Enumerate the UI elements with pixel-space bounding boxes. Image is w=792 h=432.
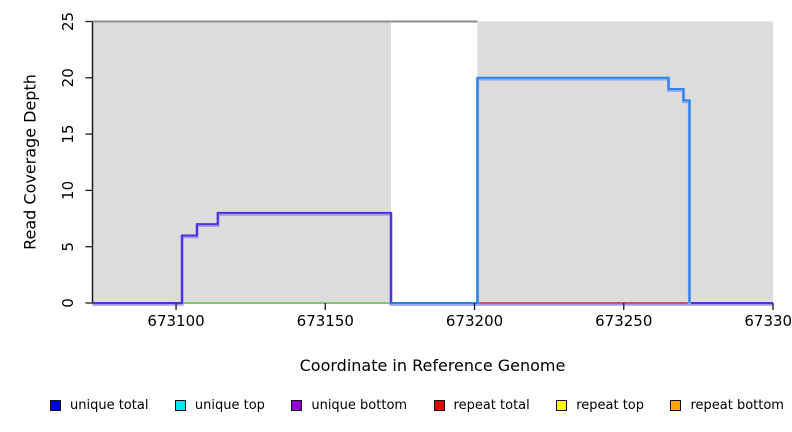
repeat-top-swatch-icon bbox=[556, 400, 568, 411]
x-axis-title: Coordinate in Reference Genome bbox=[299, 356, 566, 375]
legend-item-repeat-bottom: repeat bottom bbox=[670, 398, 784, 413]
y-tick-label: 20 bbox=[59, 68, 77, 87]
y-tick-label: 10 bbox=[59, 181, 77, 200]
legend-label: unique bottom bbox=[311, 398, 408, 413]
legend-label: unique total bbox=[70, 398, 149, 413]
series-unique-total bbox=[390, 76, 691, 304]
legend-label: unique top bbox=[194, 398, 265, 413]
legend-label: repeat bottom bbox=[690, 398, 784, 413]
shaded-region bbox=[477, 21, 773, 303]
unique-total-swatch-icon bbox=[50, 400, 61, 411]
shaded-region bbox=[92, 21, 391, 303]
legend-item-repeat-total: repeat total bbox=[433, 398, 530, 413]
legend-item-unique-top: unique top bbox=[174, 398, 265, 413]
y-tick-label: 5 bbox=[59, 242, 77, 252]
series-unique-bottom bbox=[92, 211, 773, 304]
y-tick-label: 0 bbox=[59, 298, 77, 308]
x-tick-label: 673250 bbox=[595, 312, 652, 330]
unique-bottom-swatch-icon bbox=[291, 400, 303, 411]
y-axis-title: Read Coverage Depth bbox=[20, 74, 40, 250]
legend-label: repeat total bbox=[453, 398, 530, 413]
x-tick-label: 673200 bbox=[446, 312, 503, 330]
repeat-bottom-swatch-icon bbox=[670, 400, 682, 411]
y-tick-label: 25 bbox=[59, 12, 77, 31]
repeat-total-swatch-icon bbox=[433, 400, 445, 411]
legend-item-unique-total: unique total bbox=[50, 398, 148, 413]
legend-item-unique-bottom: unique bottom bbox=[291, 398, 407, 413]
unique-top-swatch-icon bbox=[174, 400, 186, 411]
legend: unique total unique top unique bottom re… bbox=[50, 398, 784, 413]
x-tick-label: 673150 bbox=[297, 312, 354, 330]
x-tick-label: 673100 bbox=[147, 312, 204, 330]
legend-label: repeat top bbox=[576, 398, 644, 413]
legend-item-repeat-top: repeat top bbox=[556, 398, 644, 413]
y-tick-label: 15 bbox=[59, 125, 77, 144]
